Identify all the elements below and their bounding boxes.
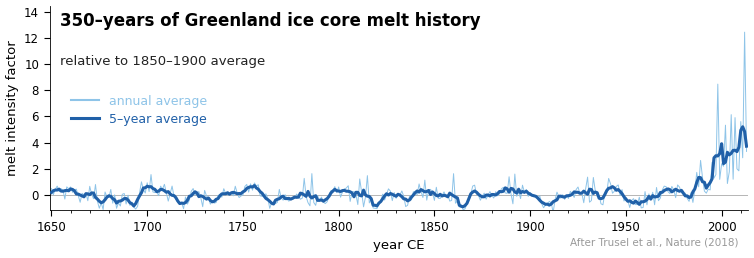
Legend: annual average, 5–year average: annual average, 5–year average [66,90,212,131]
Text: After Trusel et al., Nature (2018): After Trusel et al., Nature (2018) [571,238,739,248]
X-axis label: year CE: year CE [373,239,425,252]
Text: 350–years of Greenland ice core melt history: 350–years of Greenland ice core melt his… [60,12,480,30]
Y-axis label: melt intensity factor: melt intensity factor [5,40,19,176]
Text: relative to 1850–1900 average: relative to 1850–1900 average [60,55,265,68]
